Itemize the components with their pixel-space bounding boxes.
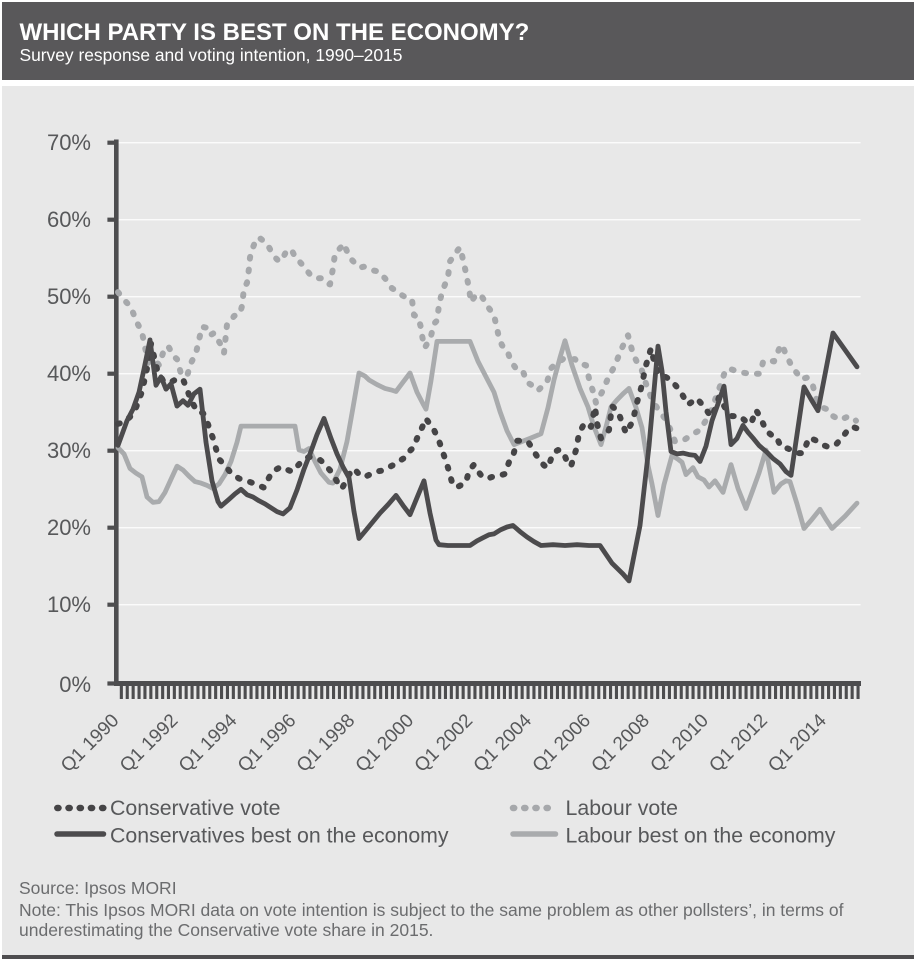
svg-text:Q1 1994: Q1 1994 (175, 710, 242, 777)
svg-text:Labour best on the economy: Labour best on the economy (566, 824, 836, 848)
svg-text:Q1 2010: Q1 2010 (647, 710, 713, 776)
svg-text:Note: This Ipsos MORI data on: Note: This Ipsos MORI data on vote inten… (19, 900, 844, 920)
svg-text:Q1 2000: Q1 2000 (352, 710, 418, 776)
svg-text:30%: 30% (47, 438, 91, 463)
svg-text:Q1 2012: Q1 2012 (705, 710, 771, 776)
svg-text:40%: 40% (47, 361, 91, 386)
svg-text:Conservative vote: Conservative vote (110, 796, 280, 820)
svg-text:Q1 1992: Q1 1992 (116, 710, 182, 776)
svg-text:0%: 0% (59, 672, 91, 697)
svg-text:10%: 10% (47, 592, 91, 617)
svg-text:Q1 2004: Q1 2004 (470, 710, 537, 777)
svg-text:Q1 1990: Q1 1990 (57, 710, 123, 776)
svg-text:Labour vote: Labour vote (566, 796, 679, 820)
svg-text:Q1 2006: Q1 2006 (529, 710, 595, 776)
svg-text:Conservatives best on the econ: Conservatives best on the economy (110, 824, 449, 848)
svg-text:Q1 1996: Q1 1996 (234, 710, 300, 776)
svg-text:Q1 2014: Q1 2014 (764, 710, 831, 777)
svg-text:Source: Ipsos MORI: Source: Ipsos MORI (19, 878, 177, 898)
svg-text:Q1 1998: Q1 1998 (293, 710, 359, 776)
svg-text:Q1 2008: Q1 2008 (588, 710, 654, 776)
svg-text:70%: 70% (47, 130, 91, 155)
svg-text:20%: 20% (47, 515, 91, 540)
svg-text:60%: 60% (47, 207, 91, 232)
svg-text:underestimating the Conservati: underestimating the Conservative vote sh… (19, 920, 433, 940)
svg-text:50%: 50% (47, 284, 91, 309)
svg-text:Q1 2002: Q1 2002 (411, 710, 477, 776)
